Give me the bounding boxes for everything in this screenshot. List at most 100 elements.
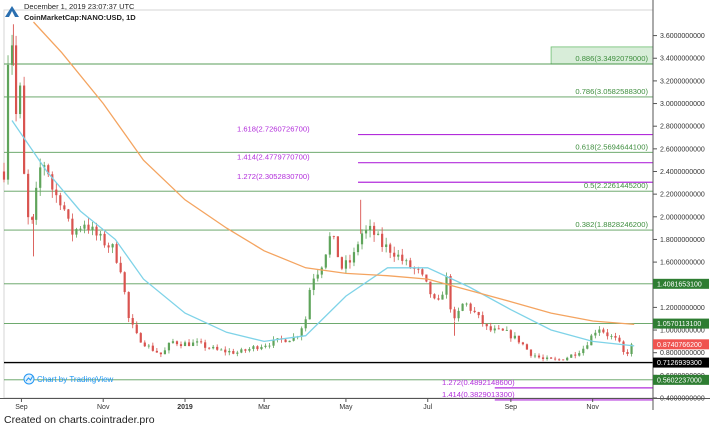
candle-body [356, 244, 360, 253]
tradingview-watermark[interactable]: Chart by TradingView [23, 373, 114, 385]
candle-body [99, 233, 102, 236]
candle-body [469, 303, 472, 311]
candle-body [175, 341, 179, 345]
candle-body [147, 345, 150, 347]
price-tick-label: 1.0000000000 [660, 328, 705, 335]
candle-body [55, 189, 58, 196]
candle-body [2, 171, 6, 180]
candle-body [324, 254, 327, 268]
candle-body [348, 260, 352, 263]
candle-body [244, 349, 247, 351]
price-tag-box [653, 374, 709, 385]
candle-body [606, 332, 609, 337]
candle-body [525, 344, 529, 350]
candle-body [449, 276, 452, 310]
candle-body [171, 341, 175, 343]
price-tick-label: 3.2000000000 [660, 78, 705, 85]
candle-body [316, 274, 319, 279]
candle-body [441, 294, 444, 300]
candle-body [465, 303, 468, 305]
candle-body [304, 319, 307, 329]
candle-body [594, 332, 597, 336]
candle-body [208, 347, 211, 349]
candle-body [622, 341, 625, 353]
price-tick-label: 3.0000000000 [660, 101, 705, 108]
candle-body [107, 245, 110, 248]
fib-level-label: 0.886(3.3492079000) [575, 54, 648, 63]
candle-body [574, 354, 577, 356]
candle-body [31, 217, 34, 220]
candle-body [377, 233, 380, 235]
candle-body [39, 167, 42, 188]
price-tick-label: 3.6000000000 [660, 33, 705, 40]
candle-body [23, 85, 26, 174]
candle-body [159, 352, 162, 355]
candle-body [336, 236, 339, 258]
candle-body [381, 233, 384, 247]
price-tick-label: 2.2000000000 [660, 192, 705, 199]
candle-body [75, 229, 78, 235]
candle-body [328, 236, 331, 255]
fib-level-label: 0.5(2.2261445200) [584, 181, 649, 190]
candle-body [509, 330, 512, 339]
candle-body [187, 342, 191, 346]
ma-fast-line [11, 120, 635, 347]
price-tag-box [653, 339, 709, 350]
candle-body [179, 344, 183, 347]
candle-body [47, 165, 50, 175]
time-tick-label: May [339, 404, 353, 411]
candle-body [195, 341, 199, 343]
candle-body [51, 174, 54, 190]
candle-body [155, 350, 158, 353]
ma-slow-line [33, 21, 635, 326]
candle-body [405, 260, 408, 262]
candle-body [167, 342, 171, 351]
price-tick-label: 1.2000000000 [660, 305, 705, 312]
footer-credit: Created on charts.cointrader.pro [4, 414, 155, 426]
candle-body [59, 195, 62, 206]
candle-body [228, 350, 231, 353]
chart-datetime: December 1, 2019 23:07:37 UTC [24, 2, 135, 11]
candle-body [260, 346, 263, 350]
candle-body [151, 345, 154, 351]
plot-frame [3, 9, 654, 399]
candle-body [513, 335, 516, 339]
time-axis: Sep Nov 2019 Mar May Jul Sep Nov [0, 398, 710, 411]
candle-body [212, 346, 215, 349]
candle-body [614, 335, 617, 338]
candle-body [220, 349, 223, 351]
candle-body [437, 298, 440, 300]
grid [3, 9, 654, 399]
candle-body [103, 233, 106, 246]
candle-body [598, 329, 601, 333]
watermark-text: Chart by TradingView [37, 375, 114, 384]
candle-body [63, 205, 66, 210]
candle-body [232, 350, 235, 354]
candle-body [292, 336, 295, 341]
fib-labels: 0.886(3.3492079000) 0.786(3.0582588300) 0.… [237, 54, 648, 399]
candle-body [10, 45, 14, 65]
price-tag-box [653, 278, 709, 289]
candle-body [630, 344, 633, 355]
candle-body [610, 335, 613, 337]
candle-body [541, 357, 545, 359]
candle-body [252, 346, 255, 349]
candle-body [368, 225, 372, 230]
candle-body [27, 173, 30, 218]
candle-body [204, 342, 207, 348]
candle-body [268, 345, 271, 347]
candle-body [143, 342, 146, 347]
candle-body [481, 315, 484, 324]
candle-body [240, 349, 243, 353]
time-tick-label: Nov [586, 404, 599, 411]
watermark[interactable]: Chart by TradingView [23, 373, 114, 385]
candle-body [344, 260, 348, 269]
candle-body [35, 187, 38, 220]
candle-body [549, 357, 553, 359]
price-tag-label: 1.0570113100 [657, 321, 701, 328]
candle-body [517, 335, 521, 343]
candle-body [91, 226, 94, 231]
candle-body [224, 349, 227, 353]
candle-body [183, 342, 187, 347]
